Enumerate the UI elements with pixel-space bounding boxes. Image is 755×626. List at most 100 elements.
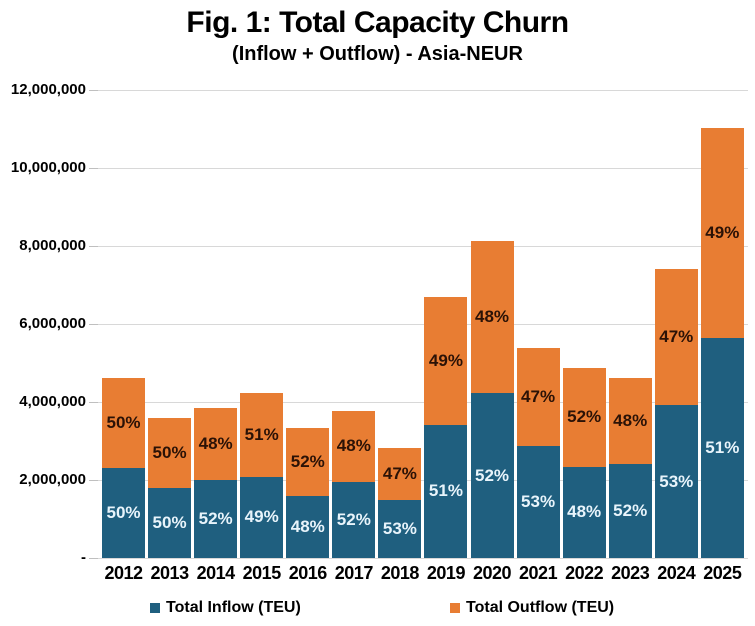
bar-column-2015: 51% 49%	[240, 392, 284, 558]
y-gridline	[98, 89, 748, 91]
inflow-segment: 51%	[424, 424, 468, 558]
figure-subtitle: (Inflow + Outflow) - Asia-NEUR	[232, 43, 523, 65]
y-axis-label: 2,000,000	[19, 471, 86, 488]
bar-column-2012: 50% 50%	[102, 377, 145, 558]
plot-area: 12,000,000 10,000,000 8,000,000 6,000,000 4,…	[11, 81, 748, 566]
segment-label: 50%	[152, 512, 187, 532]
outflow-segment: 47%	[378, 447, 422, 500]
x-axis-label: 2018	[380, 563, 420, 583]
outflow-segment: 49%	[700, 127, 744, 339]
x-axis-label: 2017	[334, 563, 374, 583]
x-axis-label: 2016	[288, 563, 328, 583]
segment-label: 50%	[106, 502, 141, 522]
segment-label: 49%	[244, 507, 279, 527]
inflow-segment: 52%	[194, 480, 238, 558]
y-gridline	[98, 401, 748, 403]
segment-label: 53%	[659, 471, 694, 491]
segment-label: 51%	[705, 438, 740, 458]
y-tick-mark	[89, 557, 98, 559]
figure-title: Fig. 1: Total Capacity Churn	[186, 6, 569, 39]
y-tick-mark	[89, 479, 98, 481]
y-axis-label: 12,000,000	[10, 81, 86, 98]
outflow-segment: 47%	[516, 347, 560, 447]
legend-swatch-outflow	[450, 603, 460, 613]
inflow-segment: 53%	[654, 405, 698, 558]
segment-label: 49%	[705, 223, 740, 243]
figure-header: Fig. 1: Total Capacity Churn (Inflow + O…	[0, 4, 755, 66]
segment-label: 53%	[382, 518, 417, 538]
y-tick-mark	[89, 89, 98, 91]
x-axis-label: 2024	[657, 563, 696, 583]
segment-label: 48%	[474, 306, 510, 326]
legend-item-inflow: Total Inflow (TEU)	[150, 599, 301, 617]
inflow-segment: 48%	[562, 466, 606, 558]
y-tick-mark	[89, 323, 98, 325]
x-axis-label: 2013	[150, 563, 190, 583]
outflow-segment: 51%	[240, 392, 284, 477]
x-axis-labels: 2012 2013 2014 2015 2016 2017 2018 2019 2020 2021…	[98, 563, 748, 584]
x-axis-label: 2012	[104, 563, 143, 583]
legend-item-outflow: Total Outflow (TEU)	[450, 599, 614, 617]
y-gridline	[98, 167, 748, 169]
segment-label: 52%	[336, 509, 371, 529]
outflow-segment: 49%	[424, 296, 468, 425]
x-axis-label: 2015	[242, 563, 282, 583]
y-axis-label: 6,000,000	[19, 315, 86, 332]
x-axis-label: 2020	[472, 563, 512, 583]
outflow-segment: 50%	[102, 377, 145, 468]
inflow-segment: 52%	[470, 393, 514, 558]
x-axis-label: 2023	[611, 563, 650, 583]
x-axis-label: 2014	[196, 563, 236, 583]
x-axis-label: 2025	[703, 563, 742, 583]
segment-label: 52%	[613, 501, 648, 521]
segment-label: 48%	[613, 411, 648, 431]
inflow-segment: 52%	[608, 464, 652, 558]
y-axis-label: -	[81, 549, 86, 566]
y-gridline	[98, 323, 748, 325]
x-axis-label: 2021	[519, 563, 558, 583]
bar-column-2019: 49% 51%	[424, 296, 468, 558]
outflow-segment: 48%	[470, 240, 514, 394]
outflow-segment: 52%	[562, 367, 606, 467]
y-axis-label: 4,000,000	[19, 393, 86, 410]
bar-column-2016: 52% 48%	[286, 428, 330, 558]
segment-label: 52%	[474, 465, 510, 485]
bar-column-2025: 49% 51%	[700, 127, 744, 558]
bar-column-2021: 47% 53%	[516, 347, 560, 558]
segment-label: 52%	[567, 407, 602, 427]
x-axis-label: 2019	[426, 563, 466, 583]
segment-label: 52%	[290, 451, 325, 471]
inflow-segment: 50%	[102, 467, 145, 558]
y-gridline	[98, 557, 748, 559]
outflow-segment: 52%	[286, 428, 330, 496]
y-axis-label: 8,000,000	[19, 237, 86, 254]
legend: Total Inflow (TEU) Total Outflow (TEU)	[0, 599, 755, 621]
bar-column-2013: 50% 50%	[148, 417, 192, 558]
inflow-segment: 51%	[700, 338, 744, 558]
bars-row: 50% 50% 50% 50% 48% 52% 51% 49% 52% 48% 48% 52% 47% 5…	[98, 90, 748, 558]
segment-label: 49%	[428, 350, 463, 370]
x-axis-label: 2022	[565, 563, 604, 583]
bar-column-2023: 48% 52%	[608, 377, 652, 558]
y-tick-mark	[89, 245, 98, 247]
segment-label: 51%	[428, 481, 463, 501]
segment-label: 50%	[106, 412, 141, 432]
segment-label: 48%	[198, 433, 233, 453]
outflow-segment: 48%	[332, 410, 376, 482]
legend-label-inflow: Total Inflow (TEU)	[166, 599, 301, 616]
segment-label: 48%	[567, 502, 602, 522]
legend-label-outflow: Total Outflow (TEU)	[466, 599, 615, 616]
inflow-segment: 52%	[332, 481, 376, 558]
bar-column-2024: 47% 53%	[654, 269, 698, 558]
outflow-segment: 47%	[654, 269, 698, 406]
segment-label: 52%	[198, 509, 233, 528]
y-tick-mark	[89, 401, 98, 403]
y-axis-label: 10,000,000	[10, 159, 86, 176]
y-tick-mark	[89, 167, 98, 169]
segment-label: 47%	[659, 327, 694, 347]
legend-swatch-inflow	[150, 603, 160, 613]
inflow-segment: 50%	[148, 487, 192, 558]
bar-column-2018: 47% 53%	[378, 447, 422, 558]
segment-label: 47%	[382, 463, 417, 483]
